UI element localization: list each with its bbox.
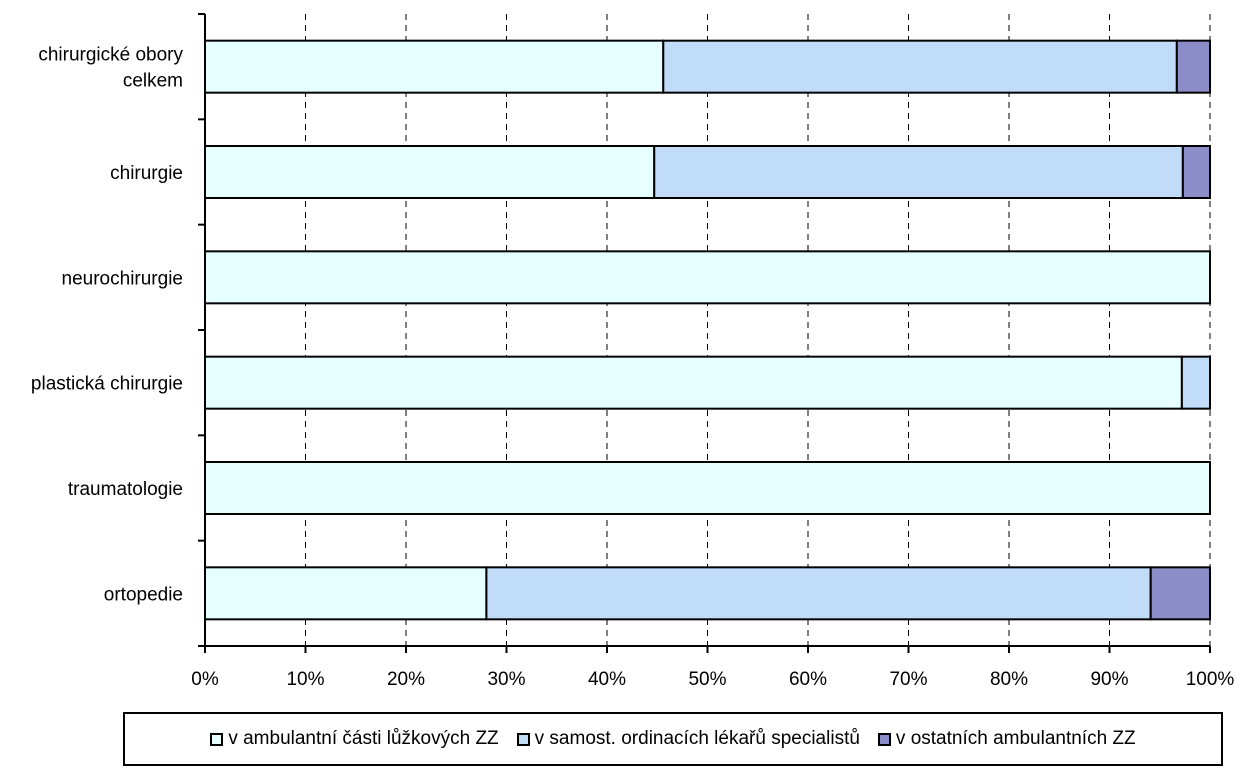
x-tick-label: 30% [487, 669, 525, 690]
x-tick-label: 70% [889, 669, 927, 690]
legend: v ambulantní části lůžkových ZZ v samost… [123, 712, 1223, 766]
bar-segment [204, 355, 1183, 410]
bar-segment [204, 461, 1211, 515]
category-label: chirurgické obory celkem [38, 45, 183, 92]
legend-label: v ambulantní části lůžkových ZZ [228, 728, 499, 749]
category-label: ortopedie [104, 584, 183, 605]
x-tick-label: 20% [387, 669, 425, 690]
bar-segment [204, 566, 488, 621]
legend-swatch [877, 732, 891, 746]
legend-label: v ostatních ambulantních ZZ [895, 728, 1136, 749]
bar-segment [1180, 355, 1211, 410]
x-tick-label: 60% [789, 669, 827, 690]
legend-item-ambulantni-cast: v ambulantní části lůžkových ZZ [210, 728, 499, 750]
legend-swatch [210, 732, 224, 746]
bars [204, 39, 1211, 621]
bar-segment [1175, 39, 1211, 94]
legend-item-samost-ordinace: v samost. ordinacích lékařů specialistů [516, 728, 860, 750]
category-label: plastická chirurgie [31, 374, 183, 395]
bar-segment [653, 145, 1184, 199]
category-label: neurochirurgie [62, 268, 183, 289]
legend-label: v samost. ordinacích lékařů specialistů [534, 728, 860, 749]
bar-segment [662, 39, 1178, 94]
bar-segment [485, 566, 1152, 621]
category-label: chirurgie [110, 163, 183, 184]
labels: 0% 10% 20% 30% 40% 50% 60% 70% 80% 90% 100% chirurg… [31, 45, 1234, 690]
legend-swatch [516, 732, 530, 746]
x-tick-label: 50% [688, 669, 726, 690]
x-tick-label: 100% [1186, 669, 1235, 690]
x-tick-label: 40% [588, 669, 626, 690]
axes [198, 13, 1211, 653]
x-tick-label: 0% [191, 669, 219, 690]
bar-segment [204, 250, 1211, 305]
x-tick-label: 90% [1090, 669, 1128, 690]
bar-segment [1181, 145, 1211, 199]
category-label: traumatologie [68, 479, 183, 500]
bar-segment [204, 145, 656, 199]
bar-segment [1149, 566, 1211, 621]
legend-item-ostatni-zz: v ostatních ambulantních ZZ [877, 728, 1136, 750]
bar-segment [204, 39, 665, 94]
x-tick-label: 80% [990, 669, 1028, 690]
x-tick-label: 10% [286, 669, 324, 690]
stacked-bar-chart: 0% 10% 20% 30% 40% 50% 60% 70% 80% 90% 100% chirurg… [31, 13, 1234, 690]
grid-lines [305, 14, 1211, 646]
